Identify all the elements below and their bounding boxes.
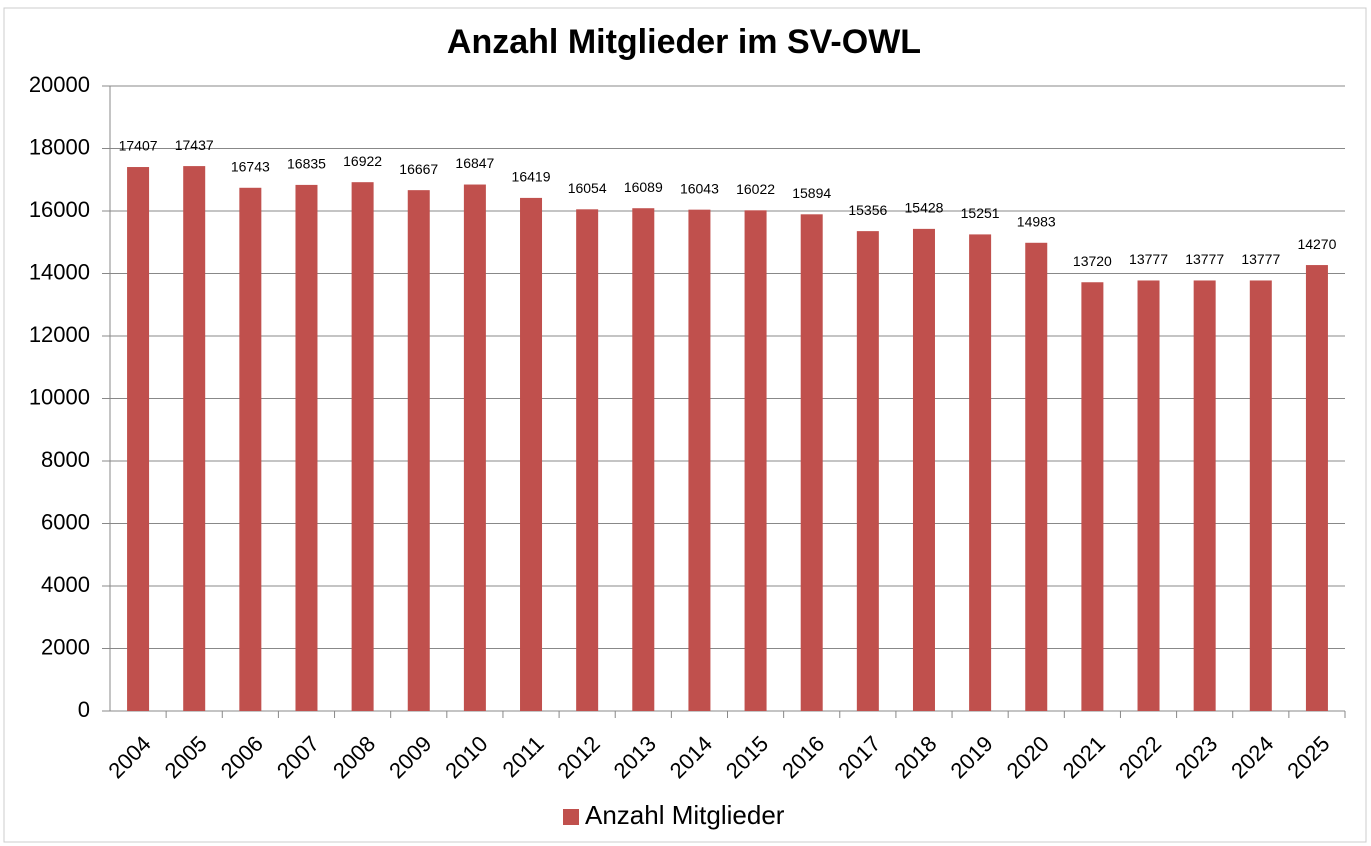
bar [576,209,599,711]
bar [463,184,486,711]
data-label: 16419 [512,169,551,185]
y-tick-label: 4000 [41,572,90,597]
bar [1025,242,1048,711]
bar [744,210,767,711]
chart-frame [3,7,1367,843]
y-tick-label: 8000 [41,447,90,472]
data-label: 13777 [1241,251,1280,267]
data-label: 13720 [1073,253,1112,269]
data-label: 15251 [961,205,1000,221]
data-label: 16835 [287,156,326,172]
bar [1305,265,1328,711]
data-label: 16743 [231,158,270,174]
y-tick-label: 14000 [29,259,90,284]
data-label: 15356 [848,202,887,218]
data-label: 15894 [792,185,831,201]
bar [1249,280,1272,711]
bar [183,166,206,711]
legend-label: Anzahl Mitglieder [585,800,785,830]
bar [1193,280,1216,711]
bar [632,208,655,711]
data-label: 16922 [343,153,382,169]
bar [800,214,823,711]
y-tick-label: 20000 [29,72,90,97]
bar [407,190,430,711]
data-label: 16847 [455,155,494,171]
y-tick-label: 10000 [29,384,90,409]
data-label: 14983 [1017,213,1056,229]
bar [295,184,318,711]
bar [351,182,374,711]
bar [688,209,711,711]
data-label: 13777 [1129,251,1168,267]
bar [239,187,262,711]
y-tick-label: 12000 [29,322,90,347]
bar [1081,282,1104,711]
data-label: 16054 [568,180,607,196]
bar [1137,280,1160,711]
y-tick-label: 6000 [41,509,90,534]
data-label: 14270 [1297,236,1336,252]
y-tick-label: 18000 [29,134,90,159]
bar [127,167,150,711]
legend-swatch [563,809,579,825]
bar [912,228,935,711]
data-label: 16022 [736,181,775,197]
chart-title: Anzahl Mitglieder im SV-OWL [447,23,921,61]
bar [856,231,879,711]
data-label: 13777 [1185,251,1224,267]
bar [520,197,543,711]
y-tick-label: 16000 [29,197,90,222]
y-tick-label: 2000 [41,634,90,659]
data-label: 16043 [680,180,719,196]
data-label: 16089 [624,179,663,195]
data-label: 17407 [119,138,158,154]
data-label: 17437 [175,137,214,153]
data-label: 16667 [399,161,438,177]
y-tick-label: 0 [78,697,90,722]
bar [969,234,992,711]
data-label: 15428 [905,200,944,216]
